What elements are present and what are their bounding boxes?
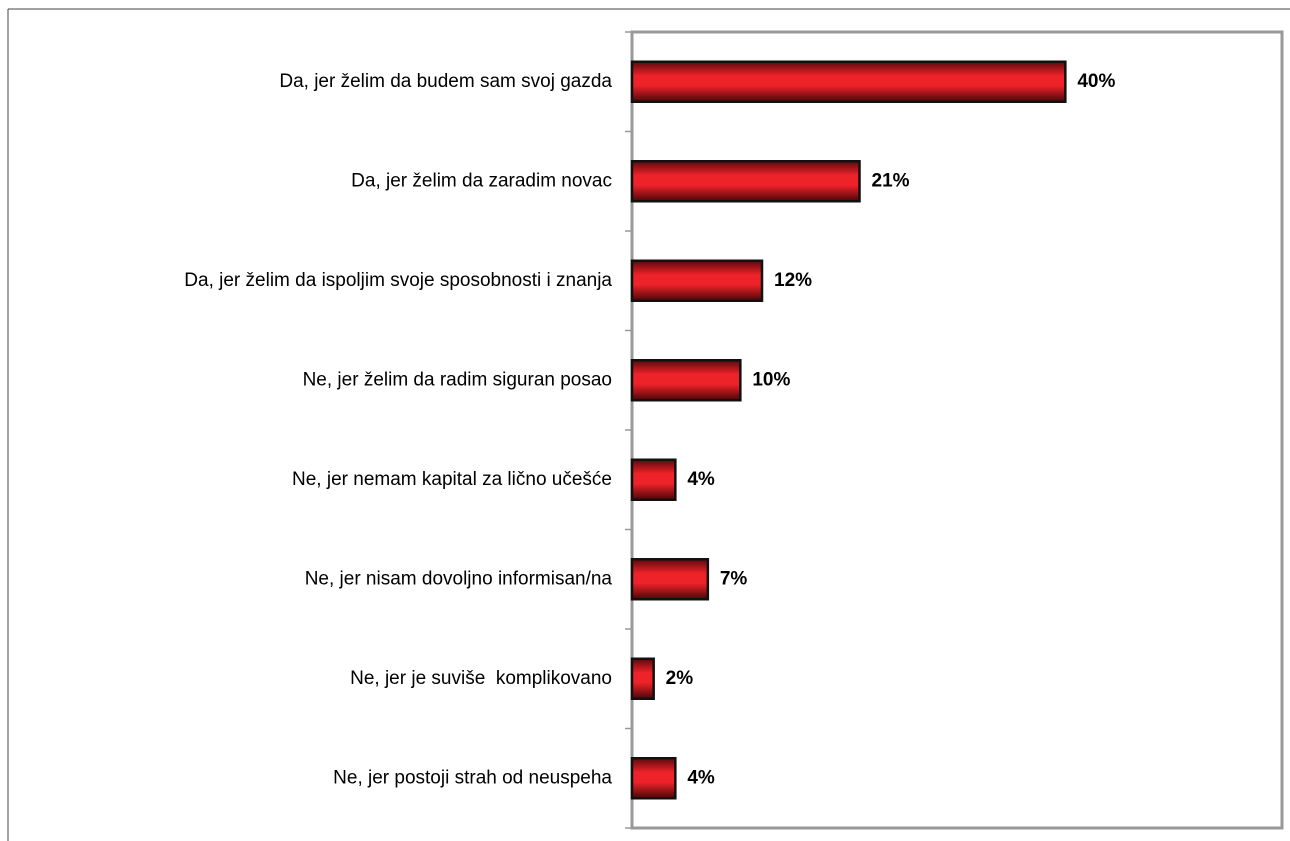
value-label: 7% (720, 568, 748, 589)
bar (630, 757, 677, 800)
value-label: 12% (774, 270, 812, 291)
plot-area (630, 30, 1284, 830)
bar (630, 259, 764, 302)
category-label: Ne, jer želim da radim siguran posao (303, 369, 612, 390)
category-label: Da, jer želim da budem sam svoj gazda (279, 71, 612, 92)
bar (630, 558, 710, 601)
value-label: 40% (1077, 71, 1115, 92)
bar (630, 60, 1067, 103)
value-label: 4% (687, 767, 715, 788)
value-label: 4% (687, 469, 715, 490)
bar (630, 657, 655, 700)
category-label: Ne, jer nemam kapital za lično učešće (292, 469, 612, 490)
value-label: 2% (666, 668, 694, 689)
category-label: Da, jer želim da zaradim novac (351, 170, 612, 191)
value-label: 10% (752, 369, 790, 390)
bar (630, 458, 677, 501)
category-label: Ne, jer postoji strah od neuspeha (333, 767, 612, 788)
bar (630, 359, 742, 402)
bar (630, 160, 861, 203)
value-label: 21% (872, 170, 910, 191)
category-label: Ne, jer je suviše komplikovano (350, 668, 612, 689)
category-label: Ne, jer nisam dovoljno informisan/na (305, 568, 613, 589)
category-label: Da, jer želim da ispoljim svoje sposobno… (184, 270, 612, 291)
